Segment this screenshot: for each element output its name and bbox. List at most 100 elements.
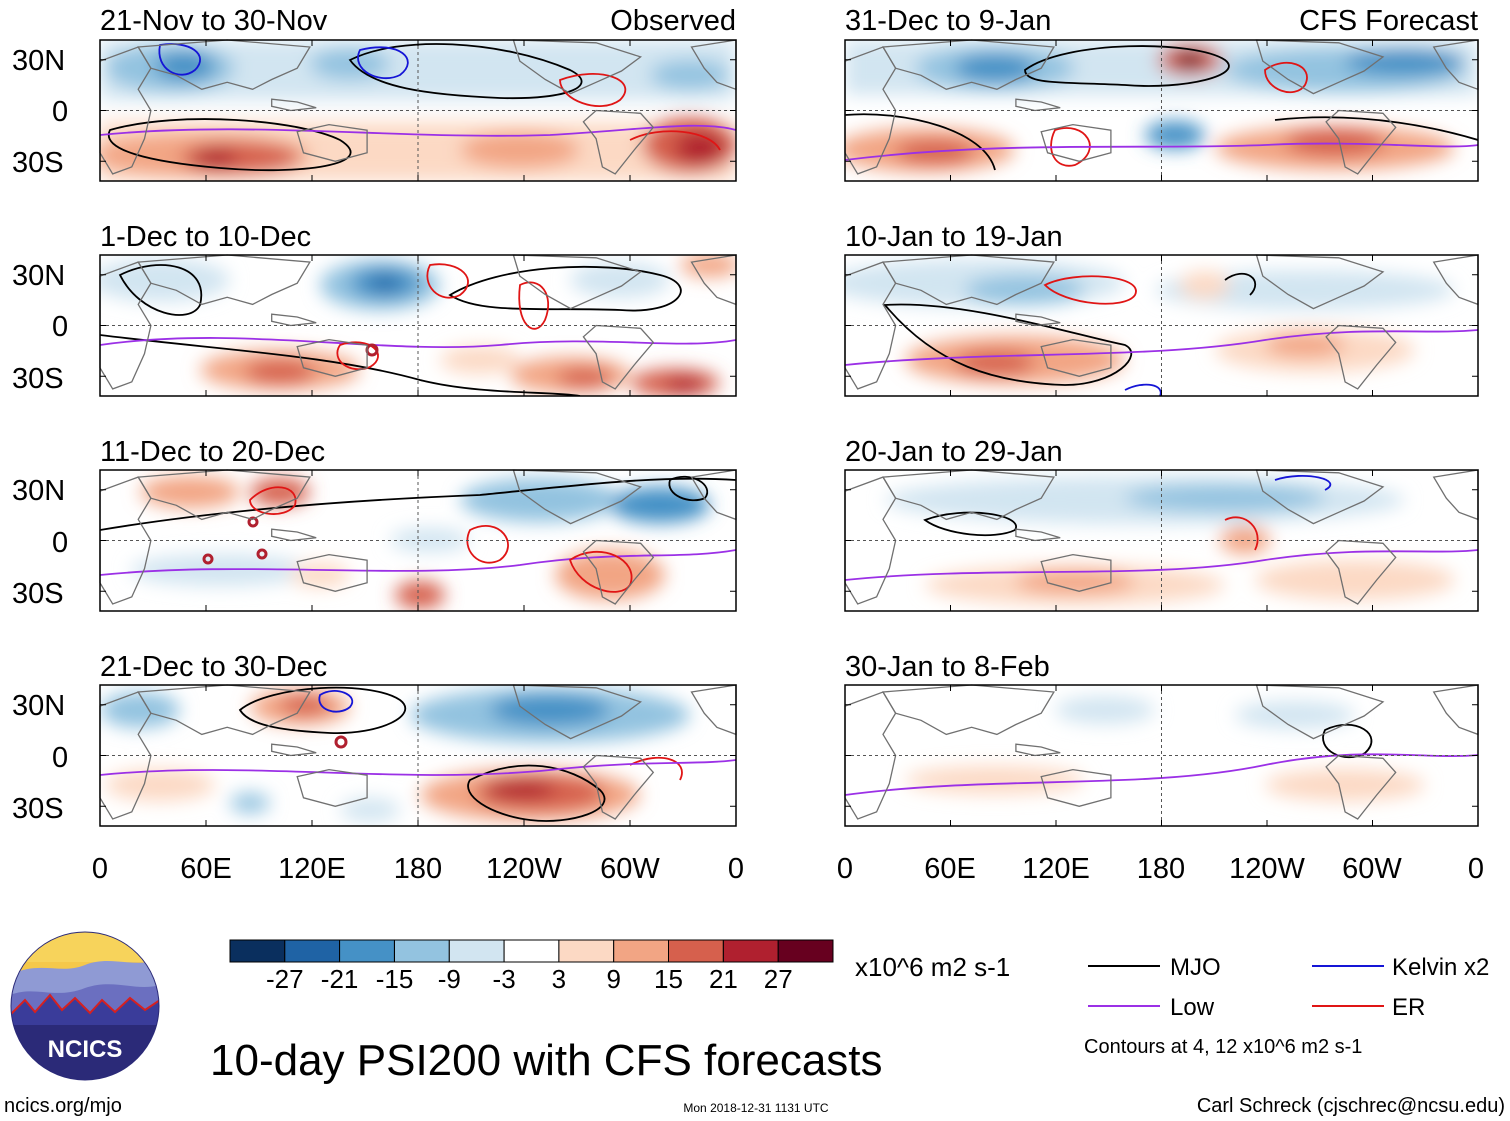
coastline <box>1432 39 1479 91</box>
coastline <box>1015 98 1061 112</box>
lon-label: 180 <box>394 853 442 885</box>
legend: MJO Kelvin x2 Low ER Contours at 4, 12 x… <box>1084 954 1489 1058</box>
map-overlay <box>844 254 1479 397</box>
colorbar: -27 -21 -15 -9 -3 3 9 15 21 27 x10^6 m2 s-1 <box>229 939 1010 994</box>
coastline <box>1432 684 1479 736</box>
map-panel-2 <box>100 255 736 396</box>
lon-label: 0 <box>1468 853 1484 885</box>
lat-label-eq: 0 <box>52 311 68 343</box>
map-panel-7 <box>845 470 1478 611</box>
map-overlay <box>99 39 737 182</box>
coastline <box>881 39 1055 90</box>
colorbar-tick-label: -9 <box>438 964 461 994</box>
coastline <box>137 684 311 736</box>
lat-label-30s: 30S <box>12 147 64 179</box>
coastline <box>1040 123 1112 162</box>
colorbar-units: x10^6 m2 s-1 <box>855 952 1010 982</box>
legend-label-kelvin: Kelvin x2 <box>1392 954 1489 981</box>
colorbar-box <box>777 939 834 963</box>
lon-labels-right: 0 60E 120E 180 120W 60W 0 <box>837 853 1484 885</box>
coastline <box>1255 254 1385 310</box>
lat-label-30s: 30S <box>12 578 64 610</box>
panel-title-8: 30-Jan to 8-Feb <box>845 651 1050 683</box>
panel-title-7: 20-Jan to 29-Jan <box>845 436 1063 468</box>
colorbar-tick-label: 21 <box>709 964 738 994</box>
figure-title: 10-day PSI200 with CFS forecasts <box>210 1036 883 1085</box>
coastline <box>582 754 655 820</box>
coastline <box>1325 109 1397 175</box>
lon-label: 180 <box>1137 853 1185 885</box>
map-panel-5 <box>845 40 1478 181</box>
coastline <box>1015 313 1061 327</box>
coastline <box>1325 539 1397 605</box>
colorbar-box <box>668 939 724 963</box>
contour-note: Contours at 4, 12 x10^6 m2 s-1 <box>1084 1036 1362 1058</box>
coastline <box>296 123 368 162</box>
lat-label-eq: 0 <box>52 96 68 128</box>
lat-label-eq: 0 <box>52 742 68 774</box>
coastline <box>1325 754 1397 820</box>
coastline <box>690 39 737 91</box>
map-overlay <box>844 469 1479 612</box>
logo-text: NCICS <box>48 1036 123 1063</box>
timestamp: Mon 2018-12-31 1131 UTC <box>683 1101 829 1115</box>
observed-label: Observed <box>610 5 736 37</box>
coastline <box>690 254 737 306</box>
coastline <box>1040 553 1112 592</box>
coastline <box>881 254 1055 306</box>
coastline <box>1432 469 1479 521</box>
colorbar-box <box>284 939 341 963</box>
legend-label-er: ER <box>1392 994 1425 1021</box>
coastline <box>582 109 655 175</box>
coastline <box>690 684 737 736</box>
panel-title-5: 31-Dec to 9-Jan <box>845 5 1051 37</box>
colorbar-tick-label: -27 <box>266 964 304 994</box>
website-link[interactable]: ncics.org/mjo <box>4 1095 122 1117</box>
lat-label-30n: 30N <box>12 260 65 292</box>
lon-label: 0 <box>92 853 108 885</box>
lat-label-eq: 0 <box>52 527 68 559</box>
lat-label-30n: 30N <box>12 45 65 77</box>
coastline <box>271 98 317 112</box>
map-overlay <box>99 469 737 612</box>
colorbar-box <box>448 939 505 963</box>
colorbar-tick-label: 3 <box>552 964 566 994</box>
lon-label: 0 <box>837 853 853 885</box>
ncics-logo: NCICS <box>10 931 160 1081</box>
coastline <box>512 254 643 310</box>
colorbar-box <box>613 939 670 963</box>
coastline <box>1015 528 1061 542</box>
map-panel-6 <box>845 255 1478 396</box>
colorbar-box <box>394 939 450 963</box>
coastline <box>582 324 655 390</box>
coastline <box>690 469 737 521</box>
panel-title-1: 21-Nov to 30-Nov <box>100 5 328 37</box>
legend-label-mjo: MJO <box>1170 954 1221 981</box>
lat-label-30s: 30S <box>12 793 64 825</box>
lon-labels-left: 0 60E 120E 180 120W 60W 0 <box>92 853 744 885</box>
map-overlay <box>844 39 1479 182</box>
coastline <box>137 254 311 306</box>
colorbar-tick-label: 27 <box>764 964 793 994</box>
colorbar-box <box>722 939 779 963</box>
colorbar-box <box>339 939 395 963</box>
coastline <box>1432 254 1479 306</box>
coastline <box>1040 768 1112 807</box>
lat-label-30n: 30N <box>12 475 65 507</box>
map-overlay <box>844 684 1479 827</box>
lat-label-30s: 30S <box>12 363 64 395</box>
coastline <box>1255 39 1385 95</box>
coastline <box>1015 743 1061 757</box>
coastline <box>1255 469 1385 525</box>
colorbar-box <box>503 939 560 963</box>
map-overlay <box>99 254 737 397</box>
coastline <box>1255 684 1385 740</box>
colorbar-box <box>558 939 615 963</box>
coastline <box>881 684 1055 736</box>
legend-label-low: Low <box>1170 994 1215 1021</box>
coastline <box>512 39 643 95</box>
colorbar-boxes <box>229 939 834 963</box>
panel-title-3: 11-Dec to 20-Dec <box>100 436 325 468</box>
colorbar-tick-label: 9 <box>606 964 620 994</box>
